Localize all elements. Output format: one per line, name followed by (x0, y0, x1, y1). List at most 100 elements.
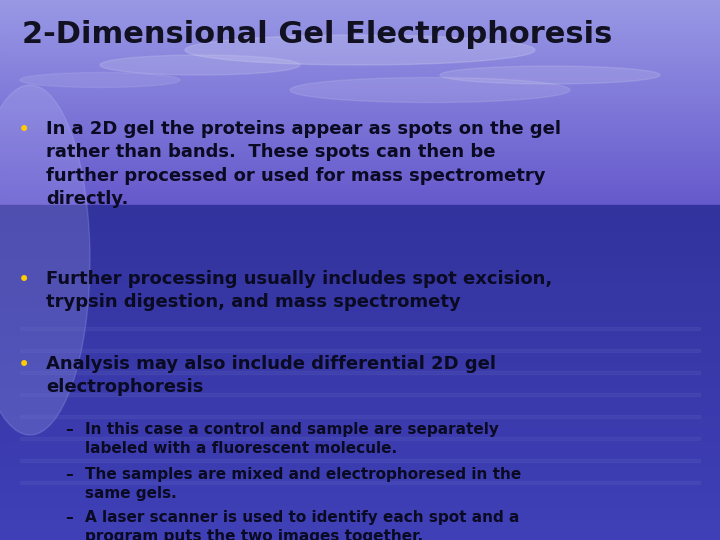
Bar (0, 478, 720, 479)
Bar (0, 92, 720, 93)
Bar (0, 174, 720, 175)
Bar (0, 118, 720, 119)
Bar (0, 280, 720, 281)
Bar (0, 243, 720, 244)
Bar (0, 424, 720, 425)
Bar (0, 182, 720, 183)
Ellipse shape (185, 35, 535, 65)
Bar (0, 381, 720, 382)
Bar (0, 384, 720, 385)
Bar (0, 54, 720, 55)
Bar (0, 322, 720, 323)
Bar (0, 5, 720, 6)
Bar (0, 32, 720, 33)
Bar (0, 218, 720, 219)
Bar (0, 289, 720, 290)
Bar (0, 93, 720, 94)
Bar (0, 17, 720, 18)
Bar (0, 202, 720, 203)
Bar (0, 294, 720, 295)
Bar (0, 138, 720, 139)
Bar (0, 137, 720, 138)
Bar (0, 90, 720, 91)
Bar (0, 230, 720, 231)
Bar (0, 509, 720, 510)
Bar (0, 33, 720, 34)
Bar (0, 28, 720, 29)
Bar (0, 459, 720, 460)
Bar (0, 104, 720, 105)
Ellipse shape (440, 66, 660, 84)
Bar (0, 171, 720, 172)
Bar (0, 156, 720, 157)
Bar (0, 85, 720, 86)
Bar (0, 181, 720, 182)
Bar (0, 145, 720, 146)
Bar (0, 40, 720, 41)
Text: A laser scanner is used to identify each spot and a
program puts the two images : A laser scanner is used to identify each… (85, 510, 519, 540)
Bar (0, 22, 720, 23)
Bar (0, 97, 720, 98)
Bar (0, 356, 720, 357)
Bar (0, 69, 720, 70)
Bar (0, 491, 720, 492)
Bar (0, 365, 720, 366)
Bar (0, 285, 720, 286)
Bar (0, 311, 720, 312)
Bar (20, 459, 700, 462)
Bar (0, 502, 720, 503)
Bar (0, 304, 720, 305)
Bar (0, 130, 720, 131)
Bar (0, 469, 720, 470)
Bar (0, 44, 720, 45)
Bar (0, 323, 720, 324)
Bar (0, 205, 720, 206)
Bar (0, 63, 720, 64)
Bar (0, 57, 720, 58)
Bar (0, 479, 720, 480)
Bar (0, 25, 720, 26)
Bar (0, 354, 720, 355)
Bar (0, 113, 720, 114)
Bar (0, 441, 720, 442)
Bar (0, 68, 720, 69)
Bar (0, 89, 720, 90)
Bar (0, 337, 720, 338)
Bar (0, 225, 720, 226)
Bar (0, 534, 720, 535)
Bar (0, 532, 720, 533)
Bar (0, 463, 720, 464)
Bar (0, 27, 720, 28)
Bar (0, 262, 720, 263)
Bar (0, 451, 720, 452)
Bar (0, 42, 720, 43)
Bar (0, 125, 720, 126)
Bar (0, 107, 720, 108)
Bar (0, 165, 720, 166)
Bar (0, 464, 720, 465)
Bar (0, 64, 720, 65)
Bar (0, 505, 720, 506)
Bar (0, 102, 720, 103)
Bar (0, 142, 720, 143)
Bar (0, 303, 720, 304)
Bar (0, 31, 720, 32)
Bar (0, 349, 720, 350)
Bar (0, 135, 720, 136)
Bar (0, 292, 720, 293)
Bar (0, 217, 720, 218)
Bar (0, 122, 720, 123)
Bar (0, 178, 720, 179)
Bar (0, 331, 720, 332)
Bar (0, 286, 720, 287)
Bar (0, 272, 720, 273)
Bar (0, 121, 720, 122)
Bar (0, 45, 720, 46)
Bar (0, 413, 720, 414)
Bar (0, 325, 720, 326)
Bar (0, 259, 720, 260)
Bar (0, 496, 720, 497)
Bar (0, 510, 720, 511)
Bar (0, 487, 720, 488)
Bar (0, 212, 720, 213)
